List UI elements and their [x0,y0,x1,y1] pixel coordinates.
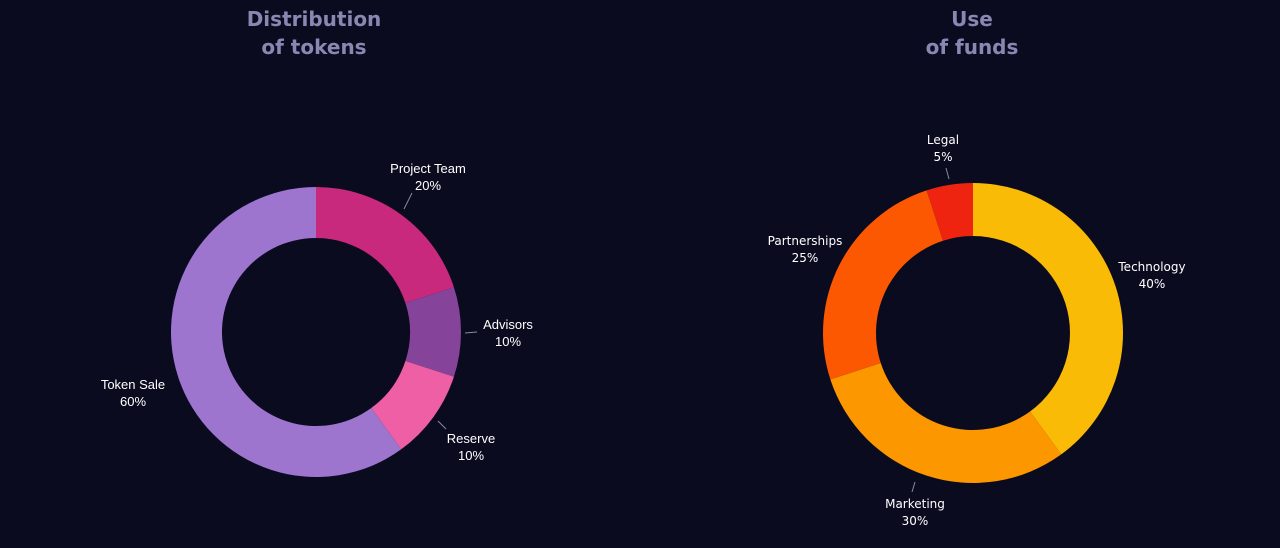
slice-label-marketing: Marketing [885,497,945,511]
slice-label-technology: Technology [1117,260,1185,274]
slice-project-team [316,187,454,303]
slice-value-token-sale: 60% [120,394,146,409]
leader-line-reserve [437,420,447,430]
slice-legal [926,183,973,241]
slice-label-reserve: Reserve [447,431,495,446]
slice-value-marketing: 30% [902,514,929,528]
chart-title-use-of-funds: Use of funds [792,5,1152,61]
leader-line-project-team [403,192,413,210]
slice-value-partnerships: 25% [792,251,819,265]
slice-technology [973,183,1124,455]
leader-line-marketing [911,481,916,493]
slice-marketing [830,362,1062,483]
chart-title-line-2: of funds [925,35,1019,59]
slice-value-technology: 40% [1139,277,1166,291]
slice-partnerships [823,190,944,380]
slice-label-advisors: Advisors [483,317,533,332]
slice-value-advisors: 10% [495,334,521,349]
chart-title-line-1: Distribution [246,7,382,31]
slice-advisors [405,287,461,377]
leader-line-legal [945,167,950,180]
slice-label-token-sale: Token Sale [101,377,165,392]
slice-label-partnerships: Partnerships [768,234,843,248]
slice-value-project-team: 20% [415,178,441,193]
slice-token-sale [170,187,402,477]
leader-line-advisors [464,331,478,334]
slice-value-legal: 5% [933,150,952,164]
slice-value-reserve: 10% [458,448,484,463]
chart-title-line-2: of tokens [261,35,367,59]
slice-reserve [371,361,454,450]
chart-title-line-1: Use [951,7,993,31]
chart-title-distribution: Distribution of tokens [134,5,494,61]
slice-label-legal: Legal [927,133,959,147]
slice-label-project-team: Project Team [390,161,466,176]
